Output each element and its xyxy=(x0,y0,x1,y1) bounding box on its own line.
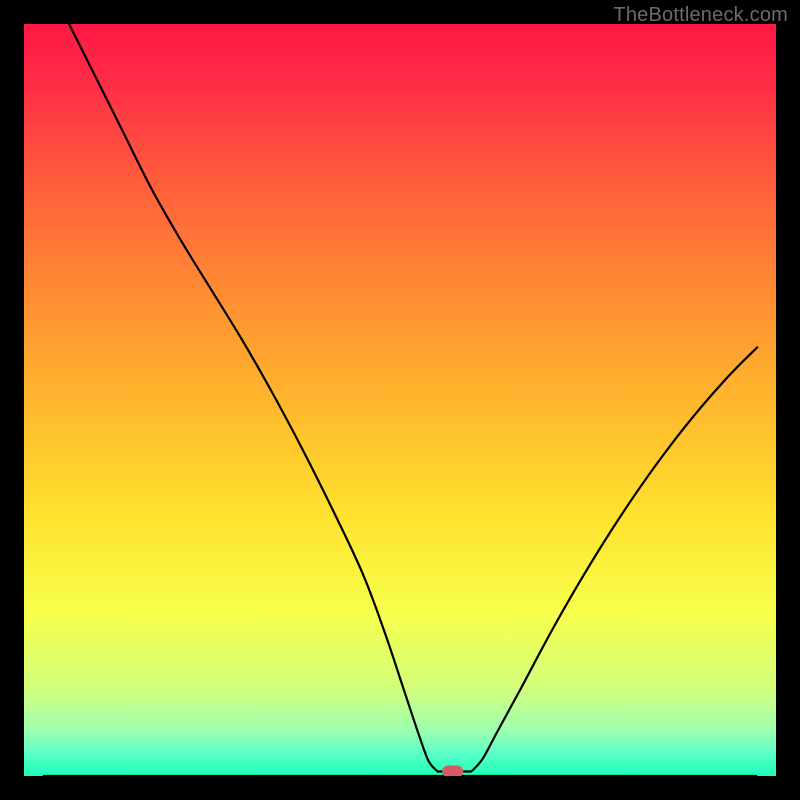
min-marker xyxy=(442,765,463,777)
chart-container: TheBottleneck.com xyxy=(0,0,800,800)
bottleneck-chart xyxy=(0,0,800,800)
plot-background xyxy=(24,24,776,776)
watermark-text: TheBottleneck.com xyxy=(613,4,788,27)
